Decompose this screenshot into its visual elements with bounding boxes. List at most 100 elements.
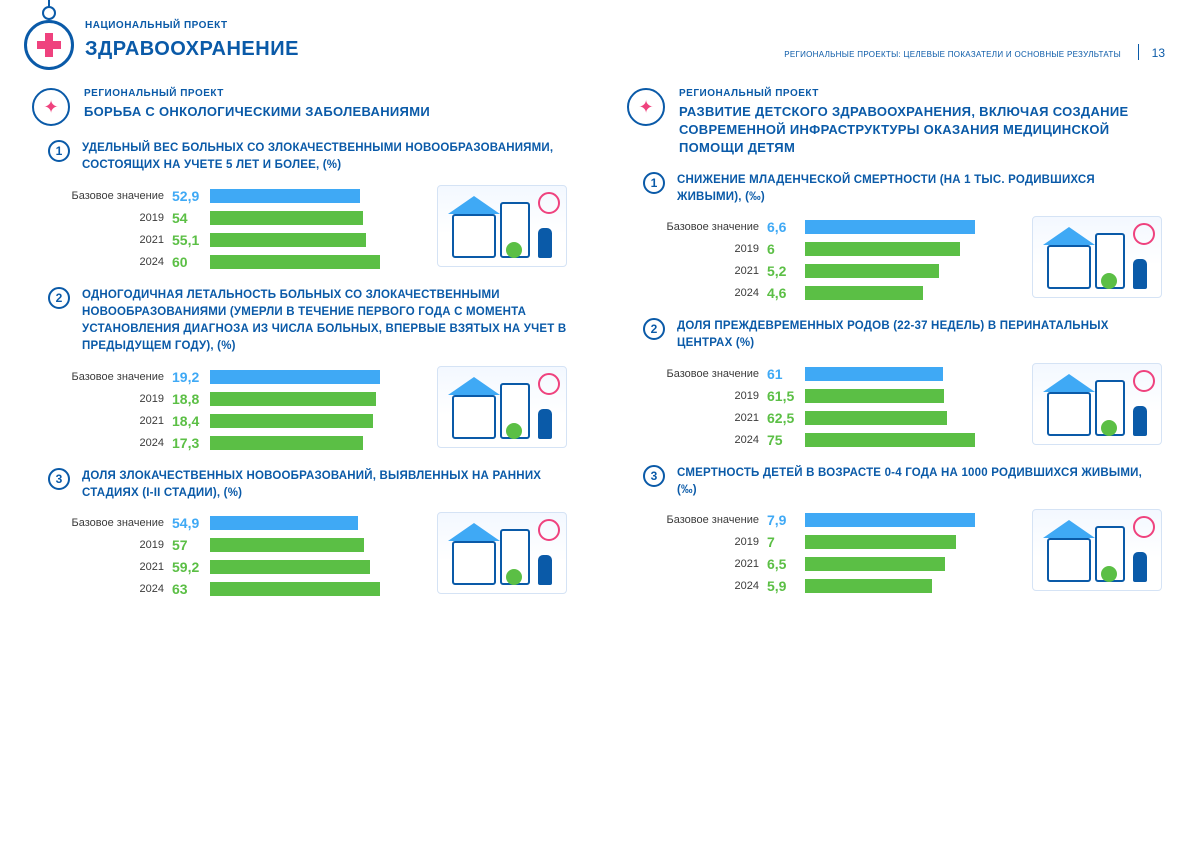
row-bar-wrap: [210, 414, 380, 428]
row-value: 60: [172, 254, 210, 270]
row-bar-wrap: [210, 233, 380, 247]
row-bar: [210, 516, 358, 530]
row-bar: [805, 220, 975, 234]
row-label: 2024: [32, 437, 172, 449]
health-cross-icon: [24, 20, 74, 70]
section-header: ✦РЕГИОНАЛЬНЫЙ ПРОЕКТРАЗВИТИЕ ДЕТСКОГО ЗД…: [627, 88, 1162, 158]
page-title: ЗДРАВООХРАНЕНИЕ: [85, 38, 299, 61]
row-value: 4,6: [767, 285, 805, 301]
row-value: 55,1: [172, 232, 210, 248]
chart-row: 201961,5: [627, 385, 1020, 407]
chart-row: 201918,8: [32, 388, 425, 410]
header-separator: [1138, 44, 1139, 60]
row-label: 2019: [32, 393, 172, 405]
row-bar: [210, 392, 376, 406]
bar-chart: Базовое значение7,92019720216,520245,9: [627, 509, 1020, 597]
row-bar: [210, 211, 363, 225]
row-bar: [210, 255, 380, 269]
row-bar: [805, 535, 956, 549]
right-column: ✦РЕГИОНАЛЬНЫЙ ПРОЕКТРАЗВИТИЕ ДЕТСКОГО ЗД…: [627, 88, 1162, 608]
chart-row: Базовое значение52,9: [32, 185, 425, 207]
row-value: 61: [767, 366, 805, 382]
row-label: 2019: [627, 536, 767, 548]
section-icon: ✦: [627, 88, 665, 126]
row-value: 61,5: [767, 388, 805, 404]
row-value: 19,2: [172, 369, 210, 385]
row-bar: [805, 286, 923, 300]
row-label: 2019: [32, 212, 172, 224]
row-value: 52,9: [172, 188, 210, 204]
indicator-title: УДЕЛЬНЫЙ ВЕС БОЛЬНЫХ СО ЗЛОКАЧЕСТВЕННЫМИ…: [82, 140, 567, 175]
row-value: 5,9: [767, 578, 805, 594]
row-bar: [805, 411, 947, 425]
section-header: ✦РЕГИОНАЛЬНЫЙ ПРОЕКТБОРЬБА С ОНКОЛОГИЧЕС…: [32, 88, 567, 126]
row-value: 75: [767, 432, 805, 448]
row-value: 7: [767, 534, 805, 550]
indicator-block: 1СНИЖЕНИЕ МЛАДЕНЧЕСКОЙ СМЕРТНОСТИ (НА 1 …: [627, 172, 1162, 305]
chart-row: 20215,2: [627, 260, 1020, 282]
chart-row: Базовое значение61: [627, 363, 1020, 385]
row-bar-wrap: [805, 389, 975, 403]
row-bar: [805, 513, 975, 527]
row-label: 2024: [32, 256, 172, 268]
row-bar: [210, 189, 360, 203]
row-bar: [805, 433, 975, 447]
chart-wrap: Базовое значение54,9201957202159,2202463: [32, 512, 567, 600]
row-value: 62,5: [767, 410, 805, 426]
row-bar-wrap: [210, 538, 380, 552]
row-bar-wrap: [805, 411, 975, 425]
bar-chart: Базовое значение61201961,5202162,5202475: [627, 363, 1020, 451]
chart-row: 202155,1: [32, 229, 425, 251]
row-label: 2024: [627, 580, 767, 592]
section-title: РАЗВИТИЕ ДЕТСКОГО ЗДРАВООХРАНЕНИЯ, ВКЛЮЧ…: [679, 103, 1162, 158]
row-value: 6: [767, 241, 805, 257]
section-title: БОРЬБА С ОНКОЛОГИЧЕСКИМИ ЗАБОЛЕВАНИЯМИ: [84, 103, 430, 121]
row-label: Базовое значение: [32, 517, 172, 529]
row-bar-wrap: [805, 433, 975, 447]
header-subtitle: РЕГИОНАЛЬНЫЕ ПРОЕКТЫ: ЦЕЛЕВЫЕ ПОКАЗАТЕЛИ…: [784, 50, 1121, 59]
indicator-title: СНИЖЕНИЕ МЛАДЕНЧЕСКОЙ СМЕРТНОСТИ (НА 1 Т…: [677, 172, 1162, 207]
row-value: 5,2: [767, 263, 805, 279]
illustration-icon: [437, 185, 567, 267]
chart-wrap: Базовое значение19,2201918,8202118,4 2024…: [32, 366, 567, 454]
bar-chart: Базовое значение6,62019620215,220244,6: [627, 216, 1020, 304]
chart-wrap: Базовое значение61201961,5202162,5202475: [627, 363, 1162, 451]
chart-row: 202118,4: [32, 410, 425, 432]
bar-chart: Базовое значение19,2201918,8202118,4 2024…: [32, 366, 425, 454]
row-bar: [210, 560, 370, 574]
indicator-header: 1УДЕЛЬНЫЙ ВЕС БОЛЬНЫХ СО ЗЛОКАЧЕСТВЕННЫМ…: [32, 140, 567, 175]
indicator-title: СМЕРТНОСТЬ ДЕТЕЙ В ВОЗРАСТЕ 0-4 ГОДА НА …: [677, 465, 1162, 500]
row-bar-wrap: [805, 367, 975, 381]
row-bar-wrap: [210, 370, 380, 384]
chart-row: 20216,5: [627, 553, 1020, 575]
row-bar-wrap: [210, 392, 380, 406]
chart-row: 201957: [32, 534, 425, 556]
row-value: 6,5: [767, 556, 805, 572]
row-bar-wrap: [210, 516, 380, 530]
indicator-number: 3: [643, 465, 665, 487]
illustration-icon: [437, 366, 567, 448]
indicator-header: 1СНИЖЕНИЕ МЛАДЕНЧЕСКОЙ СМЕРТНОСТИ (НА 1 …: [627, 172, 1162, 207]
row-bar-wrap: [805, 286, 975, 300]
row-bar: [805, 367, 943, 381]
chart-row: 202475: [627, 429, 1020, 451]
indicator-number: 2: [48, 287, 70, 309]
content-columns: ✦РЕГИОНАЛЬНЫЙ ПРОЕКТБОРЬБА С ОНКОЛОГИЧЕС…: [32, 88, 1162, 608]
row-label: 2021: [32, 561, 172, 573]
indicator-header: 2ОДНОГОДИЧНАЯ ЛЕТАЛЬНОСТЬ БОЛЬНЫХ СО ЗЛО…: [32, 287, 567, 356]
row-label: 2019: [32, 539, 172, 551]
chart-row: Базовое значение19,2: [32, 366, 425, 388]
row-bar: [805, 264, 939, 278]
indicator-title: ДОЛЯ ЗЛОКАЧЕСТВЕННЫХ НОВООБРАЗОВАНИЙ, ВЫ…: [82, 468, 567, 503]
row-value: 57: [172, 537, 210, 553]
indicator-header: 2ДОЛЯ ПРЕЖДЕВРЕМЕННЫХ РОДОВ (22-37 НЕДЕЛ…: [627, 318, 1162, 353]
illustration-icon: [1032, 363, 1162, 445]
page-number: 13: [1152, 46, 1165, 60]
row-label: 2021: [32, 415, 172, 427]
chart-row: 20196: [627, 238, 1020, 260]
row-label: Базовое значение: [627, 514, 767, 526]
chart-wrap: Базовое значение52,9201954202155,1202460: [32, 185, 567, 273]
row-bar-wrap: [805, 557, 975, 571]
header-connector-dot: [42, 6, 56, 20]
chart-row: Базовое значение54,9: [32, 512, 425, 534]
